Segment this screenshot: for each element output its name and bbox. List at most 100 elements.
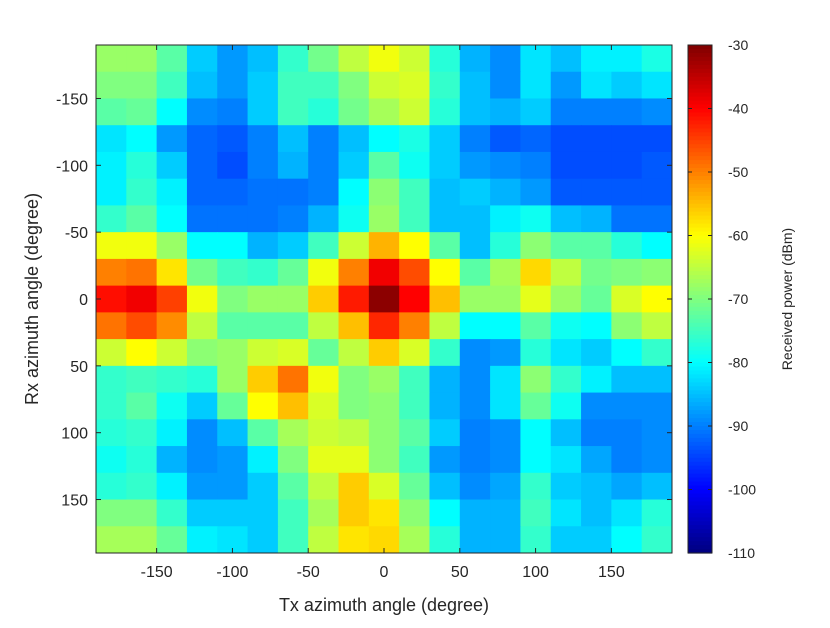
colorbar-segment <box>688 92 712 98</box>
heatmap-cell <box>156 526 188 554</box>
heatmap-cell <box>399 419 430 447</box>
heatmap-cell <box>611 392 643 420</box>
heatmap-cell <box>490 232 521 260</box>
colorbar-segment <box>688 291 712 296</box>
heatmap-cell <box>429 258 461 287</box>
heatmap-cell <box>611 258 643 287</box>
heatmap-cell <box>490 98 521 126</box>
heatmap-cell <box>368 472 400 501</box>
colorbar-segment <box>688 199 712 205</box>
heatmap-cell <box>156 365 188 394</box>
heatmap-cell <box>490 125 521 153</box>
heatmap-cell <box>581 178 612 206</box>
colorbar-tick-label: -60 <box>728 228 748 244</box>
heatmap-cell <box>550 472 582 501</box>
heatmap-cell <box>611 151 643 180</box>
heatmap-cell <box>156 312 188 340</box>
heatmap-cell <box>399 365 430 394</box>
heatmap-cell <box>429 419 461 447</box>
heatmap-cell <box>156 71 188 99</box>
heatmap-cell <box>550 178 582 206</box>
heatmap-cell <box>520 71 552 99</box>
colorbar-segment <box>688 370 712 376</box>
heatmap-cell <box>520 365 552 394</box>
heatmap-cell <box>217 312 249 340</box>
heatmap-cell <box>368 125 400 153</box>
heatmap-cell <box>490 499 521 527</box>
heatmap-cell <box>338 365 370 394</box>
heatmap-cell <box>126 98 158 126</box>
heatmap-cell <box>581 45 612 73</box>
colorbar-segment <box>688 382 712 387</box>
heatmap-cell <box>490 472 521 501</box>
colorbar-segment <box>688 426 712 431</box>
colorbar-segment <box>688 521 712 526</box>
colorbar-segment <box>688 342 712 348</box>
heatmap-cell <box>550 392 582 420</box>
heatmap-cell <box>641 365 673 394</box>
heatmap-cell <box>308 419 340 447</box>
heatmap-cell <box>429 365 461 394</box>
colorbar-tick-label: -100 <box>728 482 756 498</box>
heatmap-cell <box>217 125 249 153</box>
heatmap-cell <box>429 205 461 233</box>
colorbar-segment <box>688 457 712 463</box>
colorbar-segment <box>688 279 712 284</box>
heatmap-cell <box>338 339 370 367</box>
heatmap-cell <box>490 205 521 233</box>
heatmap-cell <box>611 285 643 313</box>
heatmap-cell <box>399 392 430 420</box>
heatmap-cell <box>399 285 430 313</box>
heatmap-cell <box>338 392 370 420</box>
heatmap-cell <box>96 205 127 233</box>
heatmap-cell <box>641 71 673 99</box>
heatmap-cell <box>217 419 249 447</box>
heatmap-cell <box>217 365 249 394</box>
heatmap-cell <box>277 365 309 394</box>
heatmap-cell <box>247 339 279 367</box>
colorbar-segment <box>688 505 712 510</box>
heatmap-cell <box>338 285 370 313</box>
heatmap-cell <box>156 446 188 474</box>
colorbar-segment <box>688 346 712 352</box>
heatmap-cell <box>308 258 340 287</box>
heatmap-cell <box>581 312 612 340</box>
heatmap-cell <box>429 312 461 340</box>
colorbar-segment <box>688 465 712 471</box>
heatmap-cell <box>156 472 188 501</box>
heatmap-cell <box>459 392 491 420</box>
heatmap-cell <box>520 339 552 367</box>
heatmap-cell <box>156 232 188 260</box>
heatmap-cell <box>96 526 127 554</box>
heatmap-cell <box>96 499 127 527</box>
heatmap-cell <box>581 98 612 126</box>
heatmap-cell <box>308 365 340 394</box>
heatmap-cell <box>156 98 188 126</box>
colorbar-segment <box>688 60 712 66</box>
colorbar-segment <box>688 183 712 189</box>
colorbar-segment <box>688 112 712 118</box>
colorbar-segment <box>688 549 712 554</box>
heatmap-cell <box>96 178 127 206</box>
colorbar-segment <box>688 310 712 316</box>
colorbar-segment <box>688 445 712 451</box>
heatmap-cell <box>641 339 673 367</box>
colorbar-segment <box>688 259 712 264</box>
heatmap-cell <box>338 499 370 527</box>
x-tick-label: 50 <box>451 564 469 581</box>
heatmap-cell <box>429 178 461 206</box>
heatmap-cell <box>247 285 279 313</box>
colorbar-segment <box>688 56 712 62</box>
heatmap-cell <box>611 526 643 554</box>
heatmap-cell <box>338 178 370 206</box>
heatmap-cell <box>217 232 249 260</box>
heatmap-cell <box>277 499 309 527</box>
heatmap-cell <box>490 151 521 180</box>
colorbar-segment <box>688 68 712 74</box>
heatmap-cell <box>277 419 309 447</box>
heatmap-cell <box>641 178 673 206</box>
heatmap-cell <box>126 446 158 474</box>
colorbar-segment <box>688 422 712 427</box>
heatmap-cell <box>186 232 218 260</box>
heatmap-cell <box>399 178 430 206</box>
